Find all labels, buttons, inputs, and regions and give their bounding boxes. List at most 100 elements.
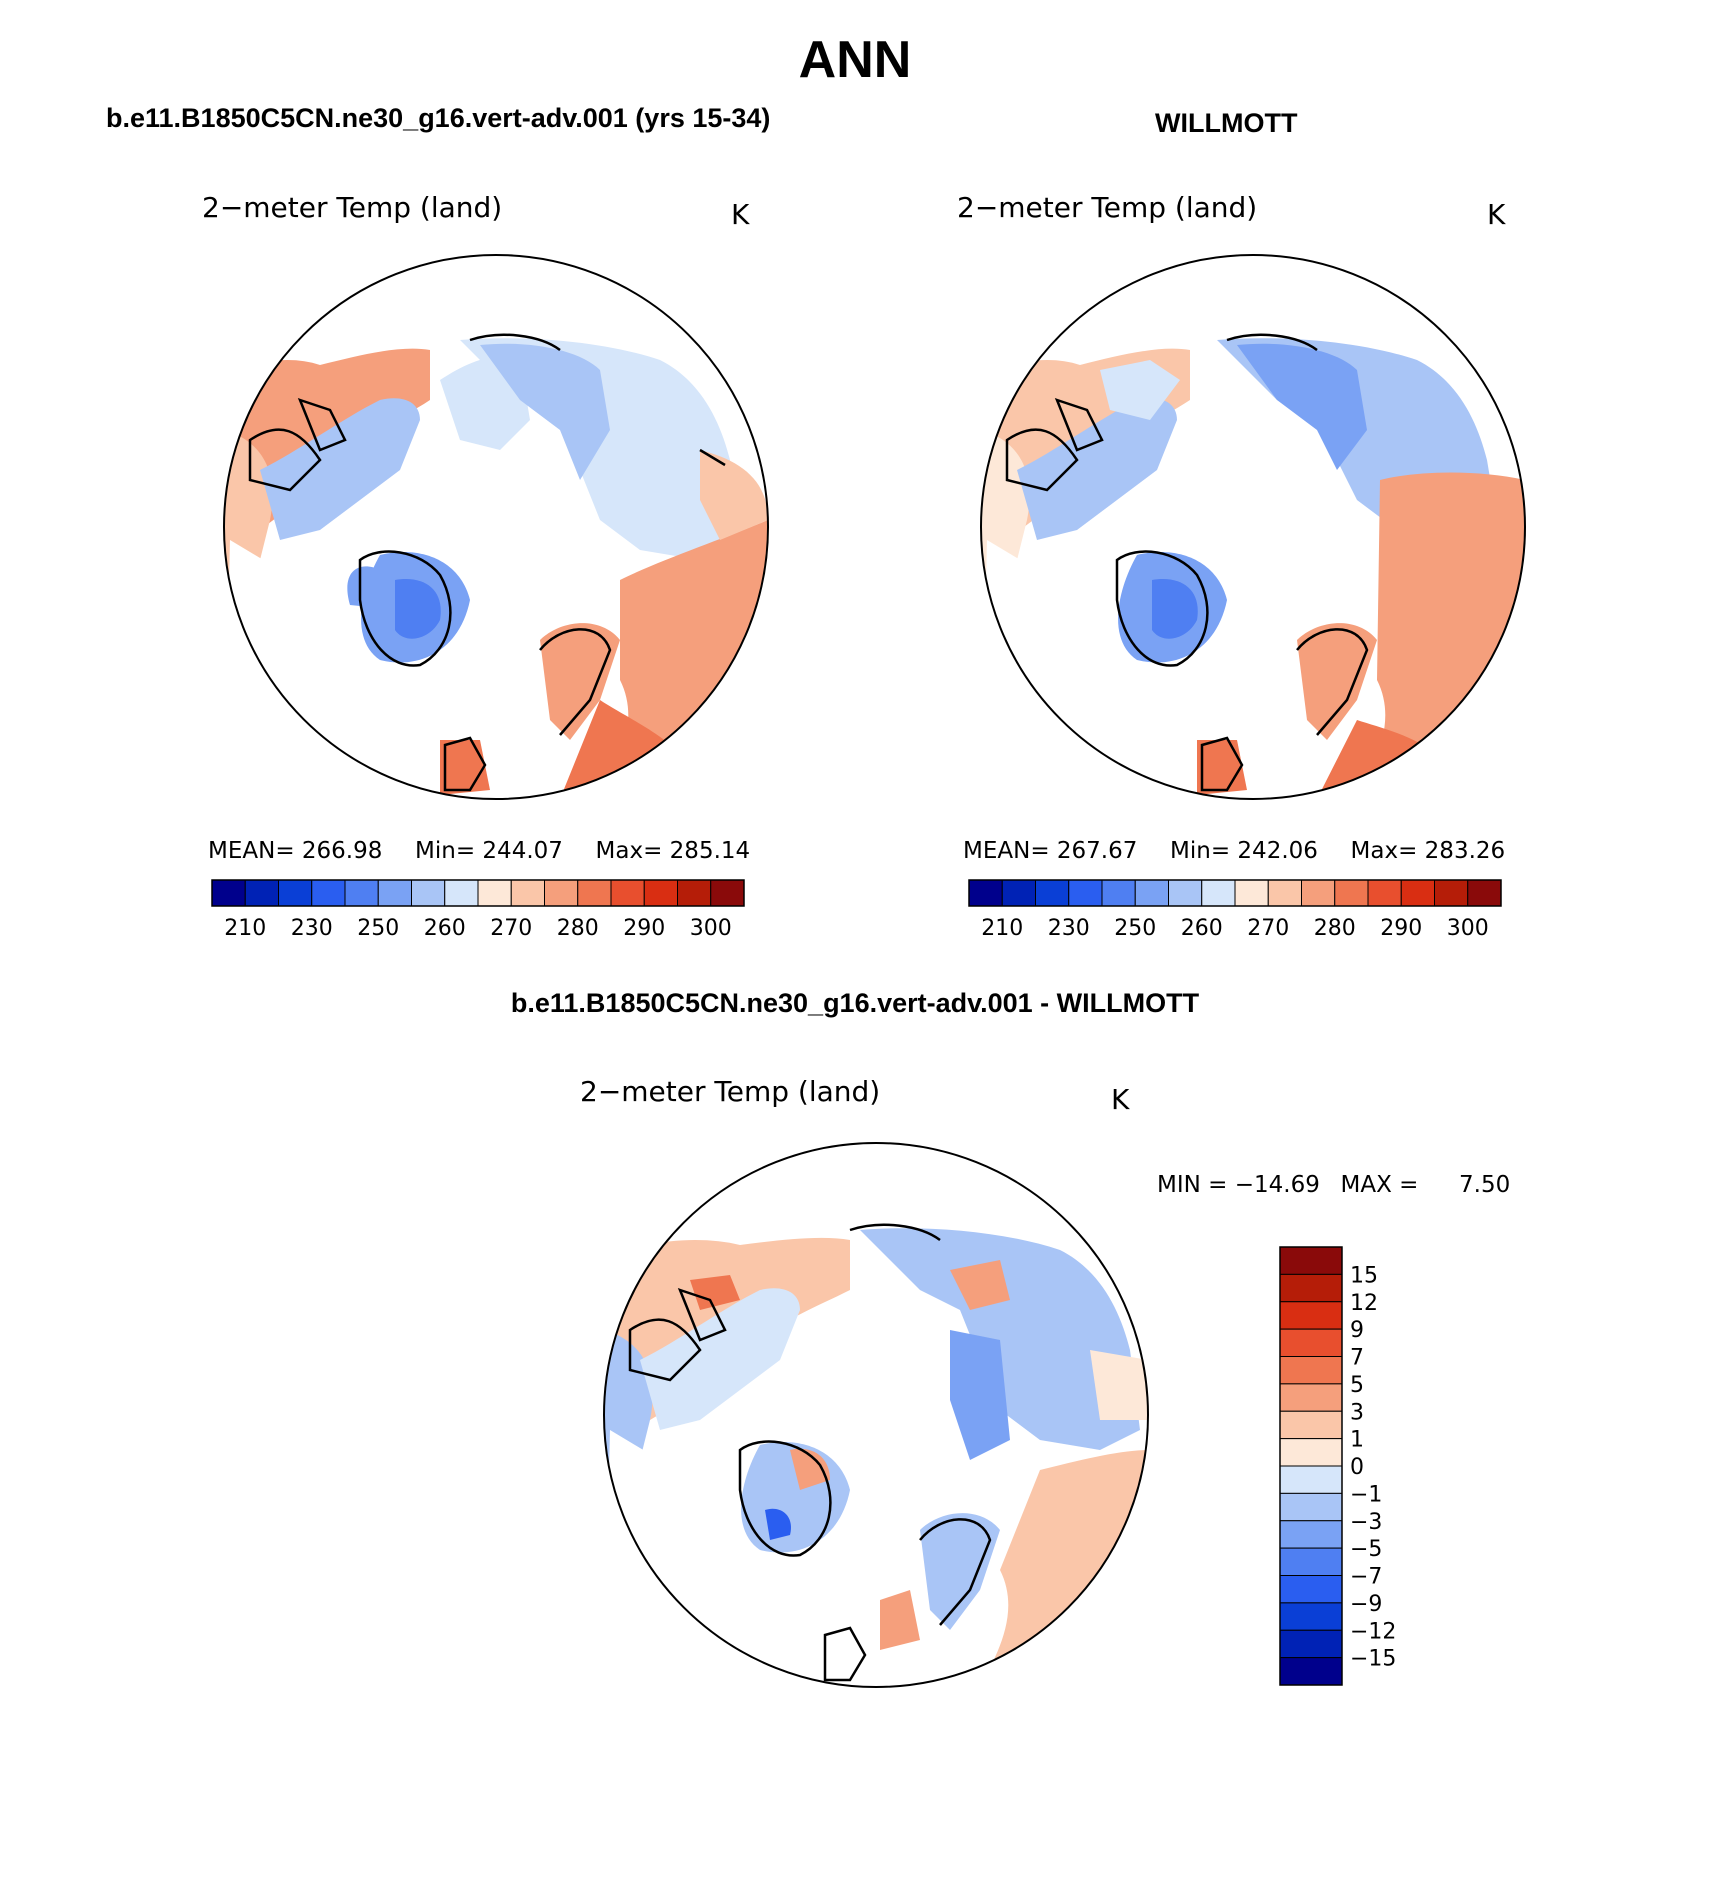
colorbar-observed-tick-label: 300 (1447, 916, 1489, 941)
colorbar-model-swatch (610, 879, 645, 907)
land-greenland-cold-anomaly (765, 1508, 791, 1540)
colorbar-difference-swatch (1279, 1273, 1343, 1303)
panel-3-min-value: −14.69 (1234, 1172, 1320, 1198)
panel-3-units: K (1111, 1083, 1130, 1116)
colorbar-difference-tick-label: −9 (1350, 1592, 1382, 1617)
land-central-siberia-cold (950, 1330, 1010, 1460)
colorbar-difference: 15 129 753 10−1 −3−5 −7−9−12 −15 (1279, 1246, 1396, 1686)
colorbar-model-tick-label: 210 (224, 916, 266, 941)
colorbar-model-tick-label: 290 (623, 916, 665, 941)
map-difference-boundary (603, 1142, 1149, 1688)
panel-1-mean-label: MEAN= (208, 838, 295, 864)
colorbar-observed-tick-label: 290 (1380, 916, 1422, 941)
colorbar-observed-swatch (1301, 879, 1336, 907)
colorbar-difference-swatch (1279, 1629, 1343, 1659)
colorbar-model-swatch (677, 879, 712, 907)
colorbar-observed-swatch (1068, 879, 1103, 907)
colorbar-observed-swatch (1367, 879, 1402, 907)
panel-2-mean-value: 267.67 (1056, 838, 1138, 864)
colorbar-observed-tick-label: 280 (1314, 916, 1356, 941)
colorbar-difference-tick-label: −7 (1350, 1565, 1382, 1590)
colorbar-difference-swatch (1279, 1520, 1343, 1549)
panel-2-min-label: Min= (1170, 838, 1231, 864)
land-greenland-core (395, 579, 441, 639)
colorbar-observed-swatch (1434, 879, 1469, 907)
colorbar-model-swatch (211, 879, 246, 907)
land-east-siberia (1237, 343, 1367, 470)
map-model-boundary (223, 254, 769, 800)
colorbar-model-swatch (244, 879, 279, 907)
page-title: ANN (798, 31, 912, 89)
panel-2-mean-label: MEAN= (963, 838, 1050, 864)
map-observed-coastlines (1005, 333, 1369, 792)
panel-2-min-value: 242.06 (1237, 838, 1318, 864)
panel-3-variable-label: 2−meter Temp (land) (580, 1075, 881, 1108)
colorbar-observed-tick-label: 260 (1181, 916, 1223, 941)
panel-3-minmax: MIN = −14.69 MAX = 7.50 (1157, 1172, 1510, 1198)
colorbar-model-tick-label: 270 (490, 916, 532, 941)
colorbar-difference-swatch (1279, 1383, 1343, 1412)
colorbar-difference-tick-label: 12 (1350, 1291, 1378, 1316)
colorbar-difference-swatch (1279, 1438, 1343, 1467)
colorbar-difference-swatch (1279, 1410, 1343, 1440)
colorbar-observed-tick-label: 210 (981, 916, 1023, 941)
land-alaska-cool (1100, 360, 1180, 420)
panel-1-heading: b.e11.B1850C5CN.ne30_g16.vert-adv.001 (y… (106, 103, 771, 133)
colorbar-model-swatch (577, 879, 612, 907)
colorbar-difference-tick-label: 9 (1350, 1318, 1364, 1343)
colorbar-observed-tick-label: 270 (1247, 916, 1289, 941)
colorbar-difference-swatch (1279, 1301, 1343, 1330)
colorbar-model-swatch (477, 879, 512, 907)
land-canada-archipelago (260, 398, 420, 540)
colorbar-observed-swatch (1334, 879, 1369, 907)
land-siberia-warm-anomaly (950, 1260, 1010, 1310)
land-canada-archipelago (1017, 398, 1177, 540)
land-east-eurasia-diff (1090, 1350, 1148, 1420)
colorbar-observed-tick-label: 250 (1114, 916, 1156, 941)
map-model (224, 255, 768, 799)
colorbar-difference-tick-label: −3 (1350, 1510, 1382, 1535)
colorbar-difference-tick-label: 3 (1350, 1400, 1364, 1425)
land-greenland-core (1152, 579, 1198, 639)
colorbar-observed-swatch (1035, 879, 1070, 907)
panel-2-variable-label: 2−meter Temp (land) (957, 191, 1258, 224)
land-canada-archipelago-diff (640, 1288, 800, 1430)
colorbar-model-tick-label: 250 (357, 916, 399, 941)
colorbar-difference-swatch (1279, 1575, 1343, 1604)
colorbar-model-swatch (444, 879, 479, 907)
panel-1-units: K (731, 198, 750, 231)
colorbar-difference-swatch (1279, 1356, 1343, 1385)
colorbar-difference-swatch (1279, 1547, 1343, 1576)
land-canada-warm-anomaly (690, 1275, 740, 1310)
colorbar-model-swatch (643, 879, 678, 907)
panel-3-max-label: MAX = (1340, 1172, 1419, 1198)
colorbar-difference-tick-label: 7 (1350, 1346, 1364, 1371)
colorbar-difference-swatch (1279, 1602, 1343, 1631)
panel-2-max-label: Max= (1350, 838, 1418, 864)
panel-2-max-value: 283.26 (1424, 838, 1506, 864)
panel-1-variable-label: 2−meter Temp (land) (202, 191, 503, 224)
colorbar-model: 210 230 250 260 270 280 290 300 (211, 879, 745, 941)
land-scandinavia-diff (920, 1513, 1000, 1630)
colorbar-difference-tick-label: −12 (1350, 1619, 1396, 1644)
colorbar-observed: 210 230 250 260 270 280 290 300 (968, 879, 1502, 941)
colorbar-observed-swatch (1267, 879, 1302, 907)
panel-1-max-value: 285.14 (669, 838, 751, 864)
panel-1-max-label: Max= (595, 838, 663, 864)
land-russia-mid (700, 450, 768, 540)
map-model-coastlines (248, 333, 726, 792)
colorbar-model-swatch (544, 879, 579, 907)
panel-1-mean-value: 266.98 (301, 838, 383, 864)
land-greenland-warm-anomaly (790, 1448, 830, 1490)
land-east-siberia (480, 343, 610, 480)
colorbar-difference-tick-label: −1 (1350, 1482, 1382, 1507)
colorbar-observed-swatch (1134, 879, 1169, 907)
colorbar-difference-tick-label: 5 (1350, 1373, 1364, 1398)
colorbar-difference-tick-label: 15 (1350, 1263, 1378, 1288)
colorbar-model-tick-label: 260 (424, 916, 466, 941)
colorbar-observed-swatch (1234, 879, 1269, 907)
colorbar-difference-swatch (1279, 1492, 1343, 1522)
panel-1-min-value: 244.07 (482, 838, 563, 864)
land-uk-diff (880, 1590, 920, 1650)
